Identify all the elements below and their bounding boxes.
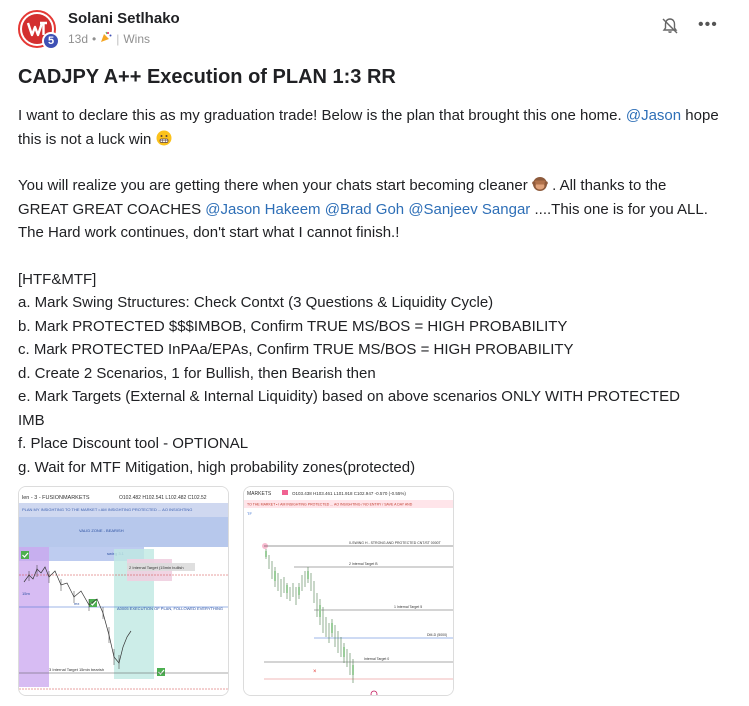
post-title: CADJPY A++ Execution of PLAN 1:3 RR (18, 66, 396, 88)
plan-item: b. Mark PROTECTED $$$IMBOB, Confirm TRUE… (18, 317, 568, 335)
plan-item: e. Mark Targets (External & Internal Liq… (18, 388, 680, 405)
meta-separator: • (92, 31, 97, 46)
thumb2-line2: 2 Internal Target B (349, 562, 378, 566)
plan-item: f. Place Discount tool - OPTIONAL (18, 435, 249, 452)
post-body: I want to declare this as my graduation … (18, 104, 733, 479)
thumb2-tf: TF (247, 511, 252, 516)
level-badge: 5 (42, 32, 60, 50)
thumb1-top-note: PLAN MY INSIGHTING TO THE MARKET • AM IN… (22, 507, 192, 512)
thumb1-execution-label: A0005 EXECUTION OF PLAN, FOLLOWED EVERYT… (117, 606, 223, 611)
party-popper-icon (100, 31, 112, 46)
see-no-evil-monkey-emoji (532, 176, 548, 192)
thumb2-top-note: TO THE MARKET • I AM INSIGHTING PROTECTE… (247, 503, 413, 507)
thumb2-line3: 1 Internal Target 5 (394, 605, 422, 609)
post-time: 13d (68, 31, 89, 46)
chart-thumbnail-2[interactable]: MARKETS O103.438 H103.461 L101.918 C102.… (243, 486, 454, 696)
x-marker-icon: × (313, 669, 317, 675)
mention-sanjeev-sangar[interactable]: @Sanjeev Sangar (408, 200, 531, 218)
trading-plan: [HTF&MTF] a. Mark Swing Structures: Chec… (18, 268, 733, 480)
mention-jason[interactable]: @Jason (625, 107, 682, 124)
thumb1-ohlc: O102.482 H102.541 L102.482 C102.52 (119, 495, 207, 501)
thumb1-blue-label1: VALID ZONE - BEARISH (79, 528, 124, 533)
brand-logo-icon (22, 14, 52, 44)
paragraph-2: You will realize you are getting there w… (18, 176, 708, 241)
grimacing-face-emoji (156, 130, 172, 146)
plan-item: a. Mark Swing Structures: Check Contxt (… (18, 294, 494, 311)
post-header: 5 Solani Setlhako 13d • | Wins ••• (18, 10, 733, 50)
plan-item: g. Wait for MTF Mitigation, high probabi… (18, 458, 416, 476)
author-name[interactable]: Solani Setlhako (68, 10, 180, 27)
thumb2-line1: 0-SWING H - STRONG AND PROTECTED CNT/ST … (349, 541, 442, 545)
plan-item: IMB (18, 411, 45, 429)
mention-brad-goh[interactable]: @Brad Goh (324, 200, 405, 218)
mention-jason-hakeem[interactable]: @Jason Hakeem (205, 200, 321, 218)
plan-heading: [HTF&MTF] (18, 270, 97, 288)
plan-item: d. Create 2 Scenarios, 1 for Bullish, th… (18, 364, 376, 382)
paragraph-1: I want to declare this as my graduation … (18, 107, 719, 148)
more-horizontal-icon[interactable]: ••• (698, 16, 718, 33)
author-avatar[interactable]: 5 (18, 10, 60, 50)
post-category[interactable]: Wins (123, 31, 151, 46)
thumb1-mid-label: mx (74, 601, 79, 606)
post-meta: 13d • | Wins (68, 31, 151, 46)
thumb1-bottom-label: 3 Internal Target 15min bearish (49, 667, 104, 672)
thumb2-ohlc: O103.438 H103.461 L101.918 C102.947 -0.5… (292, 491, 406, 496)
thumb1-header: len - 3 - FUSIONMARKETS (22, 495, 90, 501)
chart-thumbnail-1[interactable]: len - 3 - FUSIONMARKETS O102.482 H102.54… (18, 486, 229, 696)
thumb2-header: MARKETS (247, 491, 272, 497)
thumb2-line4: Internal Target 0 (364, 657, 389, 661)
thumb1-left-label: 15m (22, 591, 30, 596)
bell-off-icon[interactable] (660, 16, 680, 36)
thumb2-line5: DM-D (5000) (427, 633, 447, 637)
plan-item: c. Mark PROTECTED InPAa/EPAs, Confirm TR… (18, 341, 574, 358)
thumb1-target-label: 2 Internal Target (15min bullish (129, 565, 184, 570)
